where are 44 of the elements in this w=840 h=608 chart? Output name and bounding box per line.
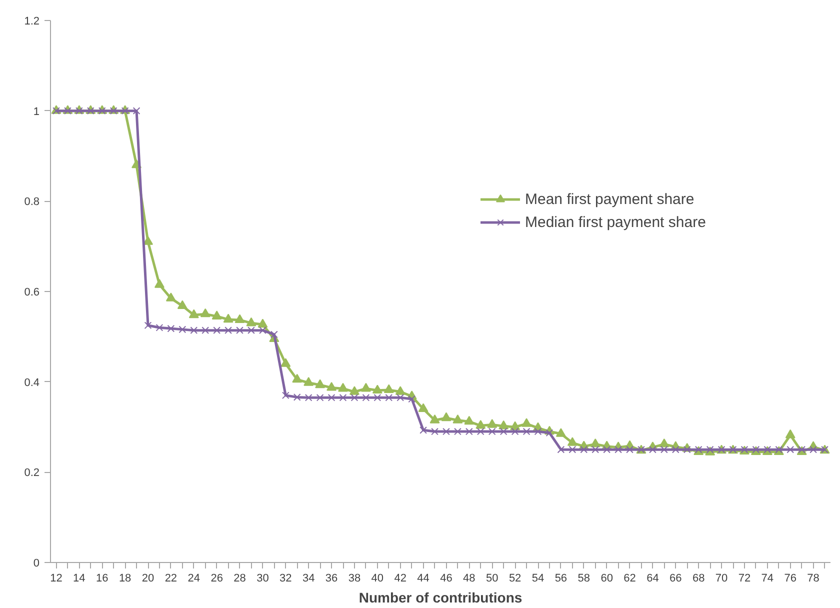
y-tick-label: 1.2	[24, 16, 40, 28]
x-tick-label: 78	[807, 572, 820, 584]
x-tick-label: 76	[784, 572, 796, 584]
y-tick-label: 1	[33, 106, 40, 118]
x-tick-label: 60	[600, 572, 613, 584]
x-tick-label: 26	[210, 572, 223, 584]
y-tick-label: 0	[33, 558, 40, 570]
y-tick-label: 0.8	[24, 196, 40, 208]
x-tick-label: 58	[578, 572, 590, 584]
legend-label: Median first payment share	[525, 214, 706, 230]
x-tick-label: 44	[417, 572, 430, 584]
x-tick-label: 24	[188, 572, 200, 584]
x-tick-label: 72	[738, 572, 751, 584]
x-tick-label: 40	[371, 572, 384, 584]
x-tick-label: 34	[302, 572, 315, 584]
y-tick-label: 0.4	[24, 376, 40, 389]
x-tick-label: 62	[624, 572, 636, 584]
x-tick-label: 50	[486, 572, 498, 584]
x-tick-label: 74	[761, 572, 774, 584]
x-tick-label: 12	[50, 572, 62, 584]
x-tick-label: 42	[394, 572, 406, 584]
x-tick-label: 28	[234, 572, 246, 584]
x-tick-label: 16	[96, 572, 108, 584]
y-tick-label: 0.2	[24, 467, 40, 480]
y-tick-label: 0.6	[24, 286, 40, 298]
x-tick-label: 52	[508, 572, 522, 584]
x-axis-title: Number of contributions	[358, 590, 522, 606]
x-tick-label: 56	[554, 572, 568, 584]
x-tick-label: 70	[715, 572, 728, 584]
x-tick-label: 68	[692, 572, 705, 584]
x-tick-label: 66	[670, 572, 682, 584]
x-tick-label: 46	[440, 572, 452, 584]
x-tick-label: 18	[118, 572, 132, 584]
x-tick-label: 36	[325, 572, 338, 584]
x-tick-label: 48	[463, 572, 476, 584]
x-tick-label: 64	[646, 572, 659, 584]
x-tick-label: 54	[532, 572, 544, 584]
x-tick-label: 14	[73, 572, 86, 584]
x-tick-label: 32	[280, 572, 292, 584]
legend-label: Mean first payment share	[525, 190, 694, 208]
x-tick-label: 30	[256, 572, 269, 584]
x-tick-label: 22	[164, 572, 178, 584]
x-tick-label: 38	[348, 572, 361, 584]
x-tick-label: 20	[142, 572, 154, 584]
